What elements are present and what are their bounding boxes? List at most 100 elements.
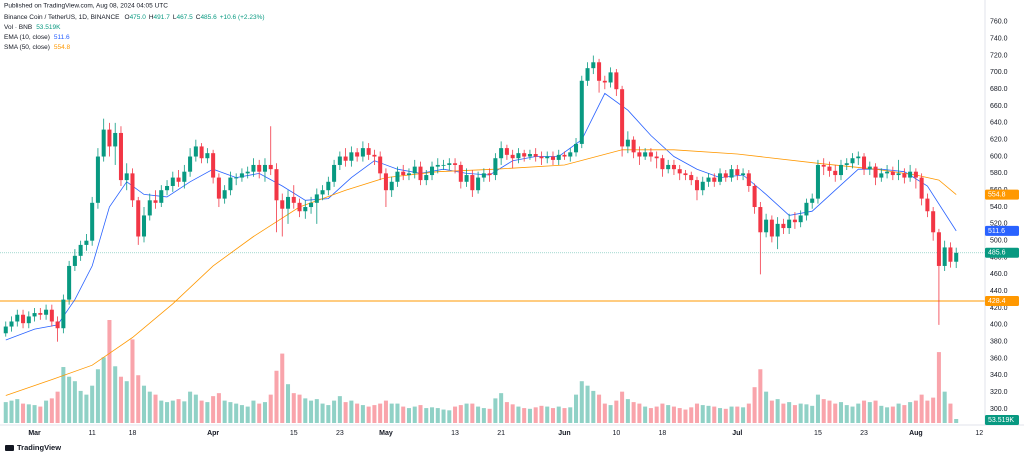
y-tick-label: 300.0: [990, 406, 1008, 413]
volume-bar: [211, 396, 216, 423]
candle-body: [107, 129, 112, 147]
candle-body: [827, 166, 832, 171]
candle-body: [67, 265, 72, 300]
candle-body: [741, 173, 746, 176]
candle-body: [113, 132, 118, 147]
candle-body: [614, 72, 619, 90]
ohlc-key: L: [173, 14, 177, 21]
volume-bar: [268, 394, 273, 423]
y-tick-label: 500.0: [990, 238, 1008, 245]
y-tick-label: 520.0: [990, 221, 1008, 228]
candle-body: [101, 129, 106, 157]
candle-body: [170, 177, 175, 186]
volume-bar: [406, 408, 411, 423]
y-tick-label: 480.0: [990, 254, 1008, 261]
candle-body: [821, 164, 826, 167]
volume-tag-label: 53.519K: [988, 417, 1014, 424]
volume-bar: [130, 339, 135, 423]
candle-body: [890, 171, 895, 176]
price-tag-box: [985, 247, 1019, 258]
volume-bar: [21, 403, 26, 423]
volume-bar: [591, 390, 596, 423]
candle-body: [95, 156, 100, 203]
candle-body: [401, 171, 406, 176]
candle-body: [631, 139, 636, 153]
volume-bar: [568, 407, 573, 423]
candle-body: [303, 207, 308, 212]
candle-body: [671, 164, 676, 170]
candle-body: [948, 247, 953, 262]
candle-body: [262, 164, 267, 172]
plot-area: [0, 55, 985, 423]
candle-body: [90, 202, 95, 241]
candle-body: [781, 223, 786, 229]
candle-body: [372, 154, 377, 157]
price-tag-label: 485.6: [988, 250, 1006, 257]
volume-bar: [873, 400, 878, 423]
candle-body: [182, 171, 187, 182]
volume-bar: [239, 405, 244, 423]
y-tick-label: 740.0: [990, 36, 1008, 43]
volume-bar: [90, 385, 95, 423]
indicator-name: EMA (10, close): [4, 34, 50, 41]
y-tick-label: 320.0: [990, 389, 1008, 396]
volume-bar: [729, 406, 734, 423]
volume-bar: [205, 402, 210, 423]
hline-tag-box: [985, 295, 1019, 306]
volume-bar: [833, 403, 838, 423]
candle-body: [136, 200, 141, 237]
candle-body: [643, 152, 648, 157]
y-tick-label: 400.0: [990, 322, 1008, 329]
hline-tag-label: 428.4: [988, 298, 1006, 305]
candle-body: [913, 171, 918, 178]
volume-bar: [487, 408, 492, 423]
y-tick-label: 700.0: [990, 69, 1008, 76]
candle-body: [481, 173, 486, 178]
volume-bar: [527, 408, 532, 423]
candle-body: [764, 219, 769, 233]
candle-body: [61, 299, 66, 329]
change: +10.6 (+2.23%): [220, 14, 265, 21]
ohlc-value: 485.6: [200, 14, 217, 21]
volume-bar: [274, 370, 279, 423]
volume-bar: [815, 394, 820, 423]
volume-bar: [954, 419, 959, 423]
volume-bar: [297, 394, 302, 423]
candle-body: [499, 148, 504, 159]
candle-body: [885, 171, 890, 174]
y-tick-label: 440.0: [990, 288, 1008, 295]
candle-body: [280, 200, 285, 209]
candle-body: [862, 156, 867, 170]
x-tick-label: 23: [336, 430, 344, 437]
y-tick-label: 720.0: [990, 52, 1008, 59]
candle-body: [683, 173, 688, 176]
candle-body: [591, 62, 596, 69]
volume-bar: [689, 407, 694, 423]
x-tick-label: 11: [89, 430, 96, 437]
candle-body: [694, 180, 700, 191]
volume-value: 53.519K: [36, 24, 61, 31]
candle-body: [285, 196, 291, 209]
candle-body: [15, 314, 20, 322]
volume-bar: [533, 407, 538, 423]
volume-bar: [781, 403, 786, 423]
volume-bar: [355, 403, 360, 423]
candle-body: [297, 202, 302, 212]
x-tick-label: Aug: [909, 430, 923, 437]
volume-bar: [141, 385, 147, 423]
candle-body: [366, 148, 371, 155]
volume-bar: [908, 402, 913, 423]
y-tick-label: 580.0: [990, 170, 1008, 177]
volume-bar: [222, 400, 227, 423]
candle-body: [850, 158, 855, 164]
x-tick-label: May: [379, 430, 393, 437]
candle-body: [769, 219, 774, 237]
ohlc-value: 491.7: [154, 14, 171, 21]
candle-body: [234, 177, 239, 179]
volume-bar: [602, 403, 607, 423]
volume-bar: [285, 384, 291, 423]
candle-body: [147, 200, 152, 216]
volume-bar: [147, 391, 152, 423]
candle-body: [677, 169, 682, 174]
candle-body: [735, 169, 740, 176]
